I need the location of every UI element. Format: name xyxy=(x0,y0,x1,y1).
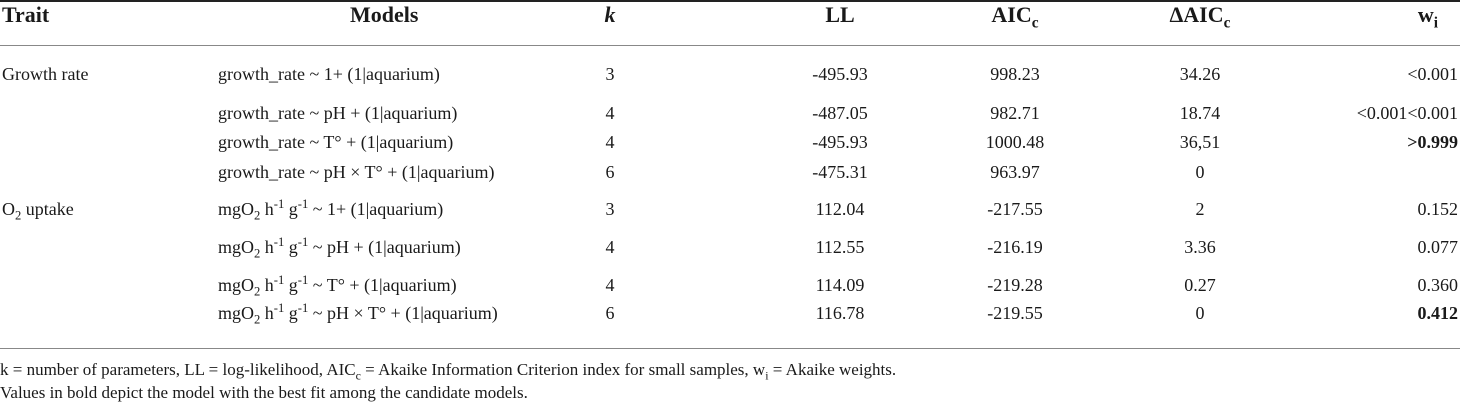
ll-cell: -495.93 xyxy=(812,64,868,84)
aicc-cell: -219.55 xyxy=(987,303,1043,323)
wi-cell: <0.001 xyxy=(1407,64,1458,84)
aicc-cell: 982.71 xyxy=(990,103,1040,123)
trait-label-growth-rate: Growth rate xyxy=(2,64,89,84)
model-cell: growth_rate ~ pH + (1|aquarium) xyxy=(218,103,458,123)
aicc-cell: -216.19 xyxy=(987,237,1043,257)
ll-cell: 114.09 xyxy=(815,275,865,295)
wi-cell: 0.077 xyxy=(1417,237,1459,257)
header-wi: wi xyxy=(1417,2,1438,32)
table-bottom-rule xyxy=(0,348,1460,349)
wi-cell-best: 0.412 xyxy=(1417,303,1459,323)
model-cell: growth_rate ~ pH × T° + (1|aquarium) xyxy=(218,162,495,182)
ll-cell: -475.31 xyxy=(812,162,868,182)
wi-cell: 0.152 xyxy=(1417,199,1459,219)
ll-cell: 116.78 xyxy=(815,303,865,323)
footnote-bold-note: Values in bold depict the model with the… xyxy=(0,383,528,402)
delta-aicc-cell: 36,51 xyxy=(1179,132,1221,152)
header-k: k xyxy=(604,2,616,27)
wi-cell: 0.360 xyxy=(1417,275,1459,295)
k-cell: 6 xyxy=(605,303,615,323)
aicc-cell: -219.28 xyxy=(987,275,1043,295)
header-trait: Trait xyxy=(2,2,50,27)
model-cell: growth_rate ~ 1+ (1|aquarium) xyxy=(218,64,440,84)
delta-aicc-cell: 3.36 xyxy=(1184,237,1216,257)
aicc-cell: 1000.48 xyxy=(985,132,1045,152)
k-cell: 4 xyxy=(605,275,615,295)
k-cell: 4 xyxy=(605,103,615,123)
ll-cell: -495.93 xyxy=(812,132,868,152)
header-models: Models xyxy=(350,2,419,27)
table-header: Trait Models k LL AICc ΔAICc wi xyxy=(0,0,1460,45)
ll-cell: 112.04 xyxy=(815,199,865,219)
table-top-rule xyxy=(0,0,1460,2)
trait-label-o2-uptake: O2 uptake xyxy=(2,199,74,223)
model-cell: mgO2 h-1 g-1 ~ T° + (1|aquarium) xyxy=(218,273,457,299)
delta-aicc-cell: 0 xyxy=(1195,162,1205,182)
delta-aicc-cell: 0.27 xyxy=(1184,275,1216,295)
wi-cell: <0.001<0.001 xyxy=(1356,103,1458,123)
aicc-cell: 998.23 xyxy=(990,64,1040,84)
model-cell: mgO2 h-1 g-1 ~ pH + (1|aquarium) xyxy=(218,235,461,261)
ll-cell: -487.05 xyxy=(812,103,868,123)
k-cell: 4 xyxy=(605,132,615,152)
aicc-cell: -217.55 xyxy=(987,199,1043,219)
model-cell: mgO2 h-1 g-1 ~ pH × T° + (1|aquarium) xyxy=(218,301,498,327)
aicc-cell: 963.97 xyxy=(990,162,1040,182)
ll-cell: 112.55 xyxy=(815,237,865,257)
header-ll: LL xyxy=(825,2,855,27)
k-cell: 3 xyxy=(605,64,615,84)
model-cell: mgO2 h-1 g-1 ~ 1+ (1|aquarium) xyxy=(218,197,444,223)
table-header-rule xyxy=(0,45,1460,46)
footnote-abbreviations: k = number of parameters, LL = log-likel… xyxy=(0,360,897,383)
delta-aicc-cell: 18.74 xyxy=(1179,103,1221,123)
delta-aicc-cell: 0 xyxy=(1195,303,1205,323)
model-cell: growth_rate ~ T° + (1|aquarium) xyxy=(218,132,454,152)
k-cell: 6 xyxy=(605,162,615,182)
k-cell: 3 xyxy=(605,199,615,219)
delta-aicc-cell: 2 xyxy=(1195,199,1205,219)
wi-cell-best: >0.999 xyxy=(1407,132,1458,152)
delta-aicc-cell: 34.26 xyxy=(1179,64,1221,84)
k-cell: 4 xyxy=(605,237,615,257)
header-aicc: AICc xyxy=(991,2,1039,32)
header-delta-aicc: ΔAICc xyxy=(1169,2,1231,32)
